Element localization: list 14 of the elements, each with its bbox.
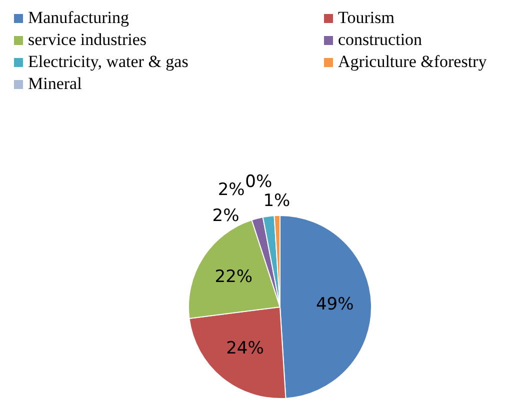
data-label: 49% (316, 294, 354, 315)
legend-label: Agriculture &forestry (338, 52, 487, 72)
legend-label: Mineral (28, 74, 82, 94)
data-label: 2% (218, 180, 245, 200)
data-label: 24% (226, 338, 264, 359)
text: 0% (245, 172, 272, 192)
legend-label: service industries (28, 30, 146, 50)
legend-label: Electricity, water & gas (28, 52, 188, 72)
legend-label: Manufacturing (28, 8, 130, 28)
legend-label: Tourism (338, 8, 394, 28)
data-label: 2% (212, 206, 240, 226)
data-label: 22% (214, 267, 253, 288)
legend-label: construction (338, 30, 422, 50)
data-label: 1% (263, 191, 290, 212)
